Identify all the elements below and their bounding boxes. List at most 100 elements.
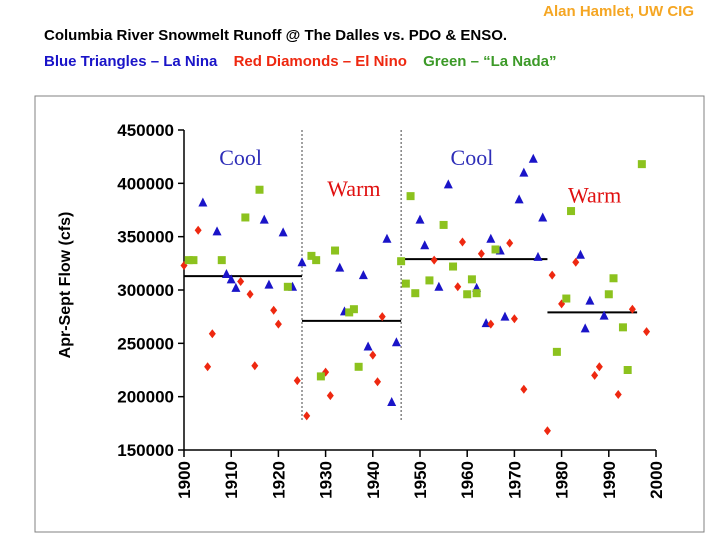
la-nada-point bbox=[467, 275, 476, 284]
x-tick-label: 2000 bbox=[647, 461, 666, 499]
y-tick-label: 150000 bbox=[117, 441, 174, 460]
la-nina-point bbox=[335, 262, 345, 272]
regime-label-cool: Cool bbox=[451, 145, 494, 170]
la-nada-point bbox=[491, 245, 500, 254]
el-nino-point bbox=[208, 329, 216, 339]
la-nina-point bbox=[575, 249, 585, 259]
x-tick-label: 1900 bbox=[175, 461, 194, 499]
el-nino-point bbox=[246, 289, 254, 299]
el-nino-point bbox=[477, 249, 485, 259]
la-nada-point bbox=[623, 366, 632, 374]
regime-label-cool: Cool bbox=[219, 145, 262, 170]
la-nina-point bbox=[415, 214, 425, 224]
la-nina-point bbox=[443, 179, 453, 189]
la-nada-point bbox=[552, 347, 561, 356]
la-nada-point bbox=[439, 220, 448, 229]
el-nino-point bbox=[520, 384, 528, 394]
el-nino-point bbox=[270, 305, 278, 315]
la-nada-point bbox=[312, 256, 321, 265]
legend-la-nina: Blue Triangles – La Nina bbox=[44, 53, 218, 70]
x-tick-label: 1980 bbox=[553, 461, 572, 499]
la-nina-point bbox=[519, 167, 529, 177]
plot-area bbox=[34, 95, 705, 533]
el-nino-point bbox=[194, 225, 202, 235]
la-nada-point bbox=[406, 192, 415, 201]
legend-el-nino: Red Diamonds – El Nino bbox=[233, 53, 407, 70]
la-nada-point bbox=[349, 305, 358, 314]
el-nino-point bbox=[591, 370, 599, 380]
el-nino-point bbox=[251, 361, 259, 371]
y-tick-label: 350000 bbox=[117, 228, 174, 247]
la-nina-point bbox=[264, 279, 274, 289]
la-nada-point bbox=[411, 289, 420, 298]
la-nada-point bbox=[316, 372, 325, 381]
x-tick-label: 1960 bbox=[458, 461, 477, 499]
la-nada-point bbox=[609, 274, 618, 283]
la-nada-point bbox=[255, 185, 264, 194]
la-nada-point bbox=[331, 246, 340, 255]
el-nino-point bbox=[274, 319, 282, 329]
el-nino-point bbox=[543, 426, 551, 436]
y-tick-label: 200000 bbox=[117, 388, 174, 407]
y-tick-label: 450000 bbox=[117, 121, 174, 140]
el-nino-point bbox=[326, 391, 334, 401]
regime-mean-lines bbox=[184, 258, 638, 322]
la-nina-point bbox=[580, 323, 590, 333]
la-nada-point bbox=[562, 294, 571, 303]
el-nino-point bbox=[237, 276, 245, 286]
el-nino-point bbox=[595, 362, 603, 372]
x-tick-label: 1940 bbox=[364, 461, 383, 499]
el-nino-point bbox=[572, 257, 580, 267]
y-tick-label: 250000 bbox=[117, 334, 174, 353]
la-nina-point bbox=[382, 233, 392, 243]
el-nino-point bbox=[458, 237, 466, 247]
y-tick-label: 400000 bbox=[117, 174, 174, 193]
la-nina-point bbox=[221, 269, 231, 278]
el-nino-point bbox=[506, 238, 514, 248]
x-tick-label: 1930 bbox=[317, 461, 336, 499]
y-axis: 150000 200000 250000 300000 350000 400000 4500… bbox=[117, 121, 185, 460]
la-nina-point bbox=[198, 197, 208, 207]
la-nina-point bbox=[538, 212, 548, 222]
el-nino-point bbox=[369, 350, 377, 360]
la-nada-point bbox=[463, 290, 472, 299]
la-nada-point bbox=[604, 290, 613, 299]
el-nino-point bbox=[510, 314, 518, 324]
la-nina-point bbox=[391, 337, 401, 347]
la-nina-point bbox=[358, 270, 368, 280]
el-nino-point bbox=[643, 327, 651, 337]
la-nada-point bbox=[241, 213, 250, 222]
x-tick-label: 1920 bbox=[269, 461, 288, 499]
la-nina-point bbox=[387, 397, 397, 406]
la-nina-point bbox=[363, 341, 373, 351]
la-nina-point bbox=[297, 257, 307, 267]
chart-title: Columbia River Snowmelt Runoff @ The Dal… bbox=[44, 27, 508, 44]
la-nada-point bbox=[401, 279, 410, 288]
x-tick-label: 1990 bbox=[600, 461, 619, 499]
la-nada-point bbox=[567, 207, 576, 216]
legend: Blue Triangles – La Nina Red Diamonds – … bbox=[44, 53, 568, 70]
la-nada-point bbox=[184, 256, 193, 265]
la-nada-point bbox=[189, 256, 198, 265]
la-nada-point bbox=[307, 251, 316, 260]
data-points bbox=[180, 153, 651, 436]
x-axis: 1900 1910 1920 1930 1940 1950 1960 1970 1980 1990… bbox=[175, 449, 666, 499]
la-nina-point bbox=[500, 311, 510, 321]
la-nina-point bbox=[486, 233, 496, 243]
el-nino-point bbox=[378, 312, 386, 322]
la-nada-point bbox=[425, 276, 434, 285]
y-tick-label: 300000 bbox=[117, 281, 174, 300]
el-nino-point bbox=[548, 270, 556, 280]
el-nino-point bbox=[303, 411, 311, 421]
el-nino-point bbox=[374, 377, 382, 387]
la-nada-point bbox=[283, 282, 292, 291]
la-nina-point bbox=[514, 194, 524, 204]
la-nada-point bbox=[449, 262, 458, 271]
regime-labels: Cool Warm Cool Warm bbox=[219, 145, 621, 207]
el-nino-point bbox=[430, 255, 438, 265]
x-tick-label: 1910 bbox=[222, 461, 241, 499]
x-tick-label: 1950 bbox=[411, 461, 430, 499]
la-nada-point bbox=[637, 160, 646, 169]
la-nada-point bbox=[345, 308, 354, 317]
